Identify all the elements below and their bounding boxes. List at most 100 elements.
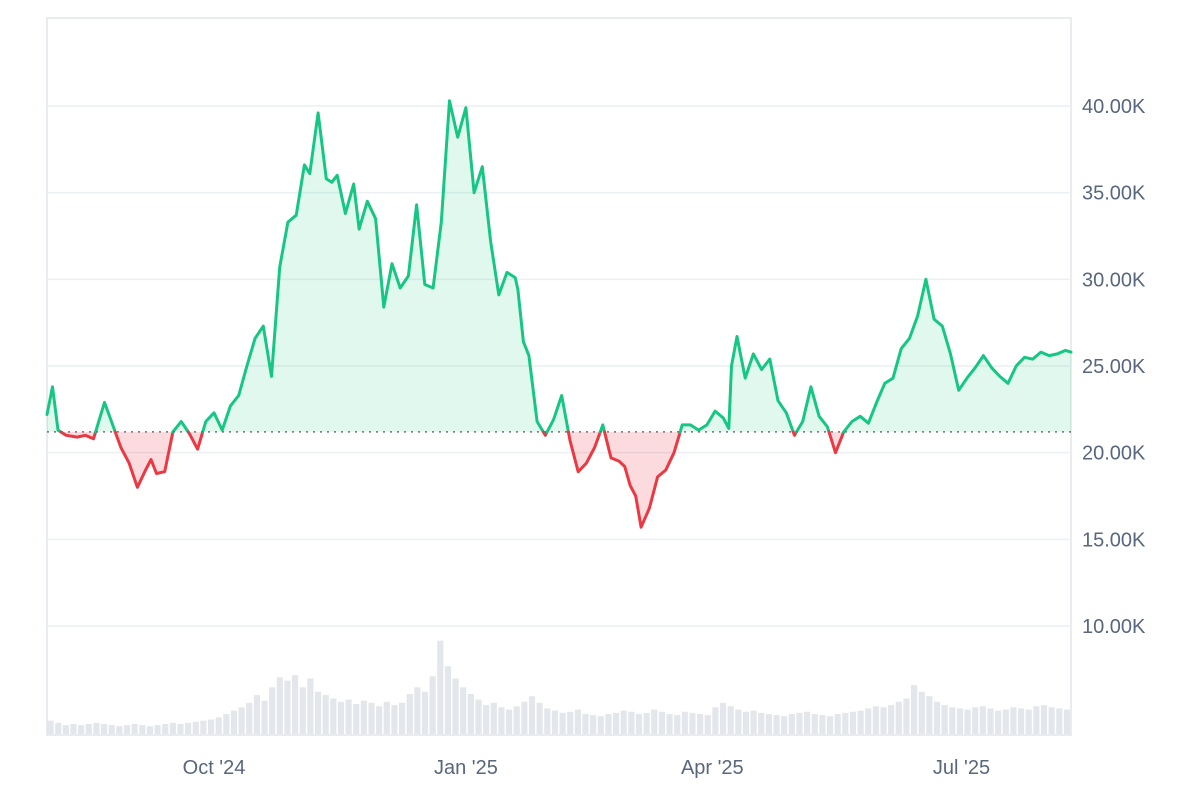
volume-bar	[697, 714, 704, 734]
volume-bar	[872, 706, 879, 734]
volume-bar	[353, 704, 360, 734]
volume-bar	[666, 714, 673, 734]
data-point	[843, 431, 845, 433]
data-point	[448, 100, 450, 102]
line-layer	[45, 99, 1073, 529]
x-tick-label: Jul '25	[933, 757, 990, 779]
data-point	[287, 221, 289, 223]
volume-bar	[146, 726, 153, 734]
volume-bar	[506, 709, 513, 734]
data-point	[238, 394, 240, 396]
data-point	[517, 289, 519, 291]
data-point	[303, 164, 305, 166]
data-point	[120, 446, 122, 448]
volume-bar	[949, 707, 956, 734]
area-below-baseline	[829, 431, 844, 453]
volume-bar	[582, 714, 589, 734]
price-line-up	[598, 423, 606, 434]
data-point	[706, 424, 708, 426]
data-point	[221, 429, 223, 431]
data-point	[900, 348, 902, 350]
volume-bar	[391, 705, 398, 734]
data-point	[777, 400, 779, 402]
data-point	[744, 377, 746, 379]
price-line-up	[842, 277, 1073, 434]
volume-bar	[903, 698, 910, 734]
data-point	[752, 353, 754, 355]
data-point	[51, 386, 53, 388]
volume-bar	[933, 701, 941, 734]
volume-bar	[269, 687, 276, 734]
volume-bar	[467, 694, 474, 734]
volume-bar	[1033, 706, 1040, 734]
data-point	[229, 405, 231, 407]
volume-layer	[47, 640, 1070, 734]
volume-bar	[712, 707, 719, 734]
data-point	[618, 460, 620, 462]
volume-bar	[154, 725, 161, 734]
area-below-baseline	[604, 431, 681, 528]
data-point	[1015, 365, 1017, 367]
volume-bar	[865, 708, 872, 734]
volume-bar	[368, 702, 375, 734]
volume-bar	[307, 678, 314, 734]
volume-bar	[1002, 709, 1009, 734]
volume-bar	[376, 706, 383, 734]
volume-bar	[643, 712, 650, 734]
volume-bar	[345, 699, 352, 734]
volume-bar	[483, 705, 490, 734]
data-point	[958, 389, 960, 391]
price-line-down	[603, 430, 682, 529]
data-point	[593, 446, 595, 448]
volume-bar	[192, 721, 199, 734]
axis-layer: 40.00K 35.00K 30.00K 25.00K 20.00K 15.00K 10.0…	[183, 96, 1146, 779]
data-point	[473, 192, 475, 194]
volume-bar	[414, 687, 421, 734]
volume-bar	[597, 716, 604, 734]
data-point	[57, 429, 59, 431]
x-tick-label: Oct '24	[183, 757, 246, 779]
data-point	[65, 434, 67, 436]
volume-bar	[811, 714, 818, 734]
area-above-baseline	[202, 100, 544, 432]
y-tick-label: 20.00K	[1082, 443, 1146, 465]
data-point	[802, 420, 804, 422]
price-line-up	[545, 394, 570, 434]
data-point	[196, 448, 198, 450]
volume-bar	[330, 698, 337, 734]
area-above-baseline	[95, 402, 116, 432]
data-point	[629, 484, 631, 486]
volume-bar	[765, 714, 772, 734]
volume-bar	[628, 711, 635, 734]
data-point	[136, 486, 138, 488]
data-point	[514, 276, 516, 278]
data-point	[810, 386, 812, 388]
volume-bar	[796, 712, 803, 734]
volume-bar	[758, 712, 765, 734]
volume-bar	[429, 676, 436, 734]
volume-bar	[383, 701, 390, 734]
volume-bar	[804, 711, 811, 734]
data-point	[317, 112, 319, 114]
data-point	[635, 495, 637, 497]
volume-bar	[207, 719, 215, 734]
volume-bar	[78, 725, 85, 734]
y-tick-label: 35.00K	[1082, 183, 1146, 205]
data-point	[325, 178, 327, 180]
volume-bar	[528, 696, 536, 734]
data-point	[736, 335, 738, 337]
volume-bar	[735, 709, 742, 734]
volume-bar	[100, 724, 108, 734]
data-point	[522, 341, 524, 343]
data-point	[1023, 356, 1025, 358]
data-point	[681, 424, 683, 426]
data-point	[884, 382, 886, 384]
data-point	[481, 166, 483, 168]
volume-bar	[849, 711, 857, 734]
price-line-down	[186, 430, 205, 451]
data-point	[262, 325, 264, 327]
data-point	[966, 377, 968, 379]
area-above-baseline	[843, 279, 1071, 432]
data-point	[769, 358, 771, 360]
